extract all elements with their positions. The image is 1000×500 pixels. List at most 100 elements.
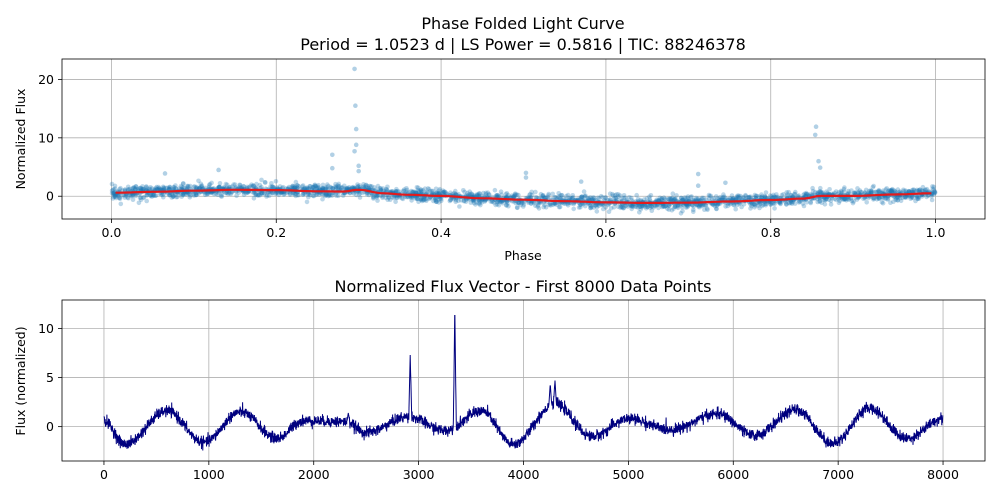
scatter-point — [521, 200, 526, 205]
scatter-point — [434, 199, 440, 205]
scatter-point — [292, 184, 298, 189]
scatter-point — [608, 206, 614, 211]
scatter-point — [778, 199, 783, 205]
scatter-point — [883, 187, 889, 192]
scatter-point — [639, 203, 644, 208]
scatter-point — [694, 196, 700, 202]
scatter-point — [747, 195, 752, 201]
scatter-point — [394, 186, 399, 192]
scatter-point — [133, 186, 138, 192]
scatter-point — [637, 204, 642, 209]
scatter-point — [406, 194, 411, 200]
scatter-point — [576, 196, 581, 202]
scatter-point — [876, 187, 882, 193]
scatter-point — [302, 185, 308, 191]
scatter-point — [461, 198, 467, 204]
scatter-point — [251, 183, 256, 188]
scatter-point — [500, 200, 506, 206]
scatter-point — [774, 192, 779, 197]
scatter-point — [889, 188, 895, 193]
scatter-point — [361, 185, 366, 190]
scatter-point — [694, 202, 700, 208]
scatter-point — [623, 203, 629, 209]
scatter-point — [422, 197, 427, 203]
scatter-point — [828, 202, 834, 207]
scatter-point — [439, 198, 444, 204]
scatter-point — [909, 187, 915, 193]
x-tick-label: 1000 — [193, 467, 225, 482]
scatter-point — [638, 207, 643, 212]
scatter-point — [320, 196, 325, 202]
scatter-point — [739, 204, 744, 210]
scatter-point — [394, 189, 399, 194]
outlier-point — [330, 165, 335, 171]
scatter-point — [469, 191, 475, 197]
scatter-point — [846, 190, 851, 196]
scatter-point — [293, 179, 299, 185]
x-tick-label: 7000 — [822, 467, 854, 482]
scatter-point — [603, 205, 608, 210]
scatter-point — [706, 196, 712, 202]
scatter-point — [606, 209, 612, 214]
scatter-point — [217, 184, 222, 190]
scatter-point — [281, 192, 287, 197]
scatter-point — [152, 193, 158, 198]
scatter-point — [411, 189, 416, 194]
scatter-point — [409, 195, 414, 200]
scatter-point — [748, 206, 753, 211]
scatter-point — [627, 195, 632, 200]
scatter-point — [380, 195, 385, 201]
scatter-point — [111, 191, 117, 197]
scatter-point — [871, 196, 877, 201]
scatter-point — [410, 194, 416, 200]
scatter-point — [461, 188, 466, 193]
scatter-point — [546, 193, 551, 198]
scatter-point — [579, 194, 585, 200]
scatter-point — [914, 187, 920, 193]
scatter-point — [418, 197, 424, 203]
scatter-point — [457, 204, 462, 209]
scatter-point — [243, 190, 249, 196]
scatter-point — [328, 185, 334, 191]
scatter-point — [456, 191, 461, 197]
scatter-point — [474, 192, 480, 197]
outlier-point — [813, 124, 819, 130]
scatter-point — [842, 185, 847, 190]
scatter-point — [817, 198, 823, 204]
scatter-point — [810, 188, 816, 194]
scatter-point — [546, 191, 551, 197]
scatter-point — [227, 190, 232, 196]
scatter-point — [423, 190, 429, 195]
scatter-point — [784, 193, 790, 199]
scatter-point — [278, 190, 284, 196]
scatter-point — [672, 204, 678, 209]
scatter-point — [436, 197, 442, 202]
scatter-point — [759, 203, 765, 209]
scatter-point — [287, 192, 293, 197]
scatter-point — [586, 195, 591, 201]
outlier-point — [353, 142, 359, 148]
scatter-point — [889, 187, 894, 193]
scatter-point — [483, 190, 489, 196]
scatter-point — [265, 190, 271, 195]
scatter-point — [762, 201, 768, 207]
scatter-point — [529, 189, 534, 195]
scatter-point — [338, 185, 344, 191]
scatter-point — [393, 189, 399, 194]
binned-curve-line — [115, 188, 932, 204]
scatter-point — [785, 192, 790, 197]
scatter-point — [157, 186, 162, 191]
scatter-point — [635, 205, 641, 210]
scatter-point — [723, 195, 728, 201]
scatter-point — [895, 197, 900, 203]
scatter-point — [173, 183, 178, 188]
scatter-point — [156, 184, 161, 190]
scatter-point — [675, 203, 681, 209]
scatter-point — [567, 195, 572, 201]
scatter-point — [881, 195, 886, 201]
scatter-point — [915, 194, 920, 200]
scatter-point — [789, 200, 794, 206]
scatter-point — [349, 185, 355, 191]
scatter-point — [199, 184, 204, 189]
scatter-point — [400, 188, 406, 194]
